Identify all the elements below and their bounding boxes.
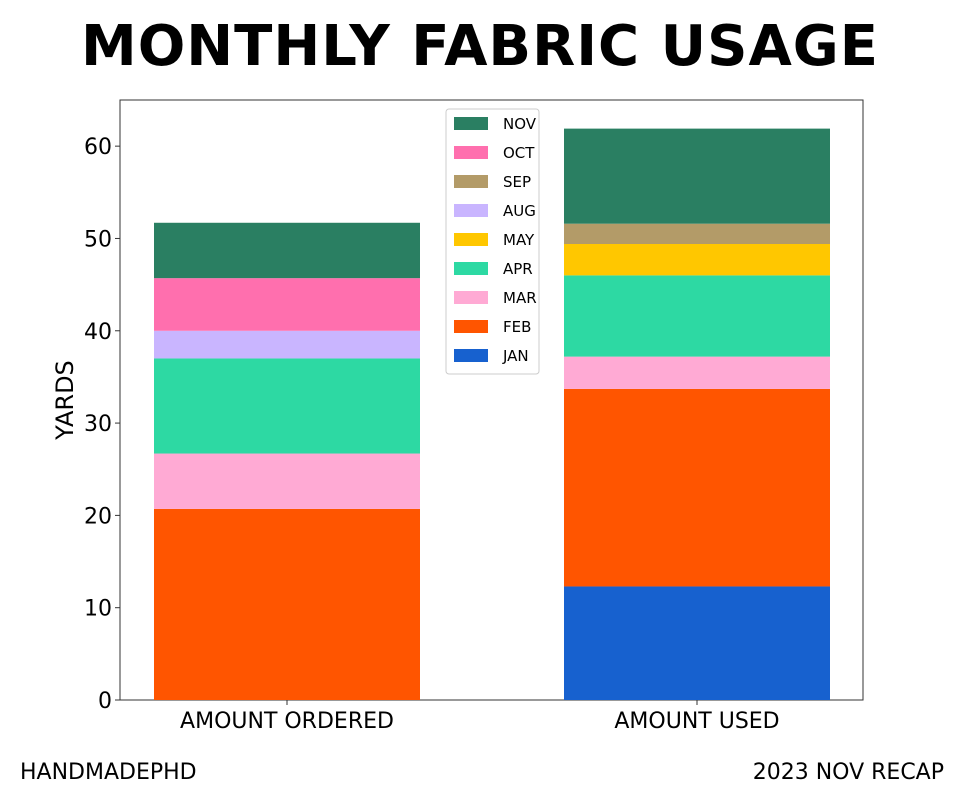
legend-swatch-sep [454,175,488,188]
y-tick-label: 50 [84,227,112,252]
x-tick-label: AMOUNT ORDERED [180,709,394,734]
chart-title: MONTHLY FABRIC USAGE [80,14,880,79]
footer-author: HANDMADEPHD [20,760,197,785]
y-tick-label: 20 [84,504,112,529]
x-tick-label: AMOUNT USED [614,709,779,734]
legend-label-feb: FEB [503,318,531,336]
bar-segment-nov-used [564,128,830,224]
legend-label-may: MAY [503,231,535,249]
bar-segment-mar-used [564,356,830,389]
legend-label-nov: NOV [503,115,537,133]
legend-swatch-aug [454,204,488,217]
bar-segment-apr-ordered [154,358,420,454]
legend-swatch-may [454,233,488,246]
bar-segment-may-used [564,244,830,276]
bar-segment-aug-ordered [154,330,420,359]
bar-segment-oct-ordered [154,278,420,331]
y-tick-label: 30 [84,412,112,437]
legend-label-jan: JAN [502,347,529,365]
bar-segment-sep-used [564,223,830,244]
bar-segment-apr-used [564,275,830,357]
bar-segment-nov-ordered [154,222,420,279]
plot-frame [119,99,864,701]
bar-segment-jan-used [564,586,830,700]
legend-label-apr: APR [503,260,533,278]
legend-label-aug: AUG [503,202,536,220]
legend-swatch-jan [454,349,488,362]
y-tick-label: 10 [84,597,112,622]
legend-swatch-mar [454,291,488,304]
y-tick-label: 40 [84,320,112,345]
y-axis-label: YARDS [51,360,79,441]
y-tick-label: 60 [84,135,112,160]
legend-label-sep: SEP [503,173,531,191]
bar-segment-mar-ordered [154,453,420,509]
legend-swatch-nov [454,117,488,130]
legend-label-mar: MAR [503,289,537,307]
footer-recap: 2023 NOV RECAP [752,760,944,785]
legend-swatch-oct [454,146,488,159]
bar-segment-feb-used [564,388,830,587]
legend-swatch-apr [454,262,488,275]
legend-swatch-feb [454,320,488,333]
y-tick-label: 0 [98,689,112,714]
bar-segment-feb-ordered [154,508,420,700]
legend-label-oct: OCT [503,144,535,162]
